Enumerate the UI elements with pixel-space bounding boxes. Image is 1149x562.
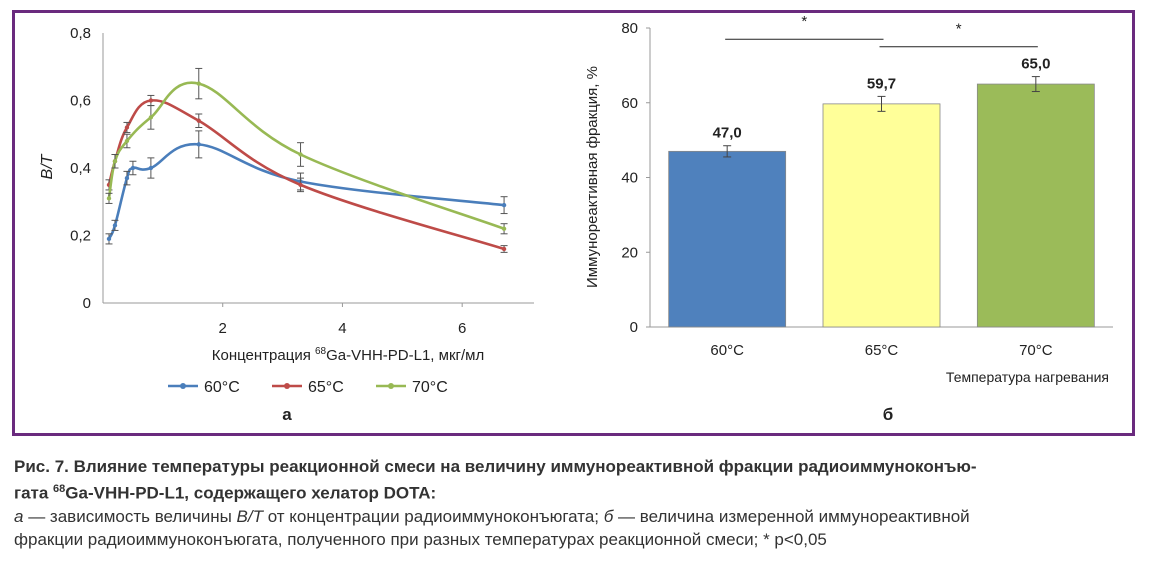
legend-label: 70°C (412, 379, 448, 396)
bar-70°C (976, 83, 1095, 328)
legend-label: 65°C (308, 379, 344, 396)
y-tick-label: 0 (630, 319, 638, 336)
data-point (196, 118, 201, 123)
data-point (112, 223, 118, 228)
data-point (106, 196, 112, 201)
panel-label-a: а (282, 405, 292, 424)
x-axis-label: Температура нагревания (946, 369, 1109, 385)
y-axis-label: Иммунореактивная фракция, % (584, 66, 601, 288)
x-tick-label: 60°C (710, 342, 744, 359)
y-tick-label: 0,4 (70, 160, 91, 177)
x-axis-label: Концентрация 68Ga-VHH-PD-L1, мкг/мл (212, 346, 484, 364)
bar-60°C (668, 150, 787, 328)
y-tick-label: 0,6 (70, 93, 91, 110)
y-tick-label: 0,8 (70, 25, 91, 42)
x-tick-label: 4 (338, 320, 346, 337)
legend-marker (388, 383, 394, 389)
significance-marker: * (801, 13, 807, 30)
data-point (106, 236, 112, 242)
legend-marker (180, 383, 186, 389)
data-point (130, 165, 136, 171)
caption-title-line1: Рис. 7. Влияние температуры реакционной … (14, 457, 977, 476)
y-tick-label: 80 (621, 20, 638, 37)
panel-label-b: б (883, 405, 894, 424)
caption-title-line2: гата 68Ga-VHH-PD-L1, содержащего хелатор… (14, 483, 437, 503)
x-tick-label: 70°C (1019, 342, 1053, 359)
data-point (196, 81, 201, 86)
data-point (501, 226, 507, 231)
significance-marker: * (956, 21, 962, 38)
data-point (196, 142, 201, 147)
y-tick-label: 40 (621, 170, 638, 187)
data-point (112, 159, 118, 164)
y-axis-label: B/T (39, 153, 56, 179)
x-tick-label: 65°C (865, 342, 899, 359)
x-tick-label: 6 (458, 320, 466, 337)
data-point (501, 202, 507, 208)
caption-line4: фракции радиоиммуноконъюгата, полученног… (14, 529, 827, 549)
legend: 60°C 65°C 70°C (168, 379, 448, 396)
series-line-65°C (107, 99, 505, 251)
data-label: 65,0 (1021, 56, 1050, 73)
data-point (298, 182, 303, 188)
bar-chart-panel-b: Иммунореактивная фракция, % Температура … (584, 13, 1113, 424)
data-point (124, 175, 130, 181)
y-tick-label: 20 (621, 244, 638, 261)
data-point (148, 98, 154, 103)
data-point (148, 115, 154, 120)
data-label: 47,0 (713, 125, 742, 142)
x-tick-label: 2 (219, 320, 227, 337)
data-point (298, 152, 303, 157)
y-tick-label: 0 (83, 295, 91, 312)
data-label: 59,7 (867, 75, 896, 92)
figure-caption: Рис. 7. Влияние температуры реакционной … (14, 455, 1136, 551)
caption-line3: а — зависимость величины B/T от концентр… (14, 506, 970, 526)
legend-label: 60°C (204, 379, 240, 396)
bar-65°C (822, 103, 941, 328)
data-point (124, 125, 130, 130)
y-tick-label: 0,2 (70, 228, 91, 245)
figure-frame (12, 10, 1135, 436)
data-point (501, 246, 507, 252)
data-point (148, 165, 154, 171)
data-point (124, 138, 130, 144)
line-chart-panel-a: B/T Концентрация 68Ga-VHH-PD-L1, мкг/мл … (39, 25, 534, 424)
legend-marker (284, 383, 290, 389)
y-tick-label: 60 (621, 95, 638, 112)
series-line-70°C (107, 81, 505, 230)
